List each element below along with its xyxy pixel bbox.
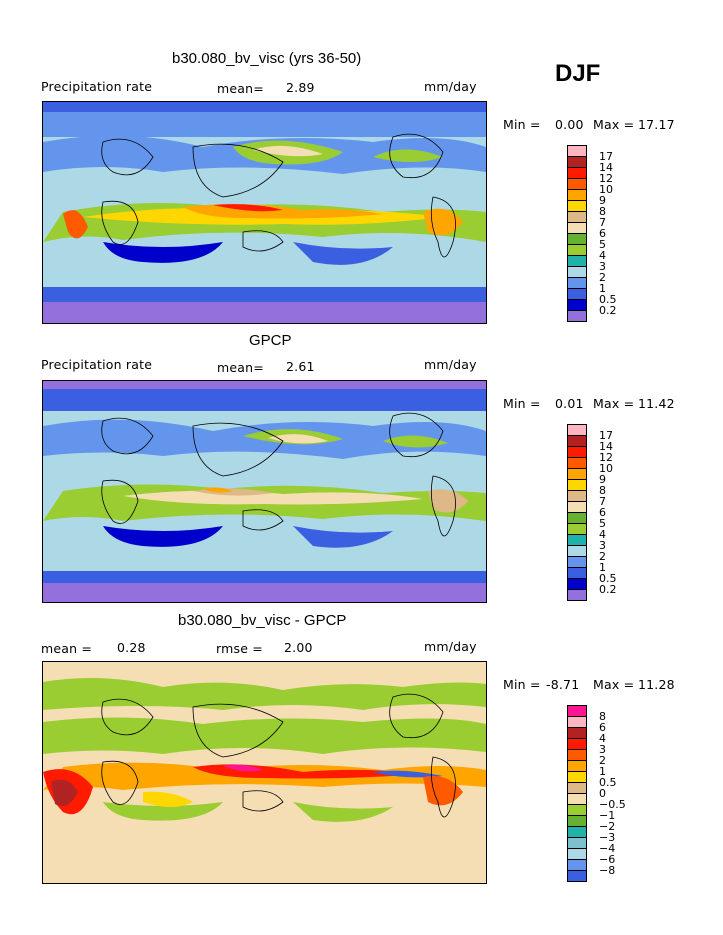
legend-label: 0.2 [599,583,617,596]
legend-label: 8 [599,205,606,218]
mean-label: mean= [217,81,264,96]
mean-label: mean = [41,641,93,656]
legend-label: −3 [599,831,616,844]
legend-label: 14 [599,161,613,174]
legend-label: 8 [599,710,606,723]
variable-label: Precipitation rate [41,79,153,94]
legend-label: 9 [599,194,606,207]
min-label: Min = [503,396,541,411]
max-label: Max = [593,117,635,132]
color-legend: 8 6 4 3 2 1 0.5 0 −0.5 −1 −2 −3 −4 −6 −8 [567,705,626,883]
mean-value: 2.61 [286,359,315,374]
rmse-value: 2.00 [284,640,313,655]
legend-label: 7 [599,216,606,229]
legend-label: 5 [599,238,606,251]
legend-label: −2 [599,820,616,833]
min-value: -8.71 [546,677,580,692]
legend-swatch [567,310,587,322]
legend-label: 0 [599,787,606,800]
max-value: 11.28 [638,677,675,692]
legend-label: 3 [599,539,606,552]
color-legend: 17 14 12 10 9 8 7 6 5 4 3 2 1 0.5 0.2 [567,424,617,602]
legend-label: −1 [599,809,616,822]
legend-label: 4 [599,528,606,541]
legend-label: −8 [599,864,616,877]
legend-label: 17 [599,150,613,163]
legend-label: 14 [599,440,613,453]
legend-label: 2 [599,550,606,563]
min-value: 0.00 [555,117,584,132]
difference-map-field [43,662,486,883]
units-label: mm/day [424,357,477,372]
legend-label: 4 [599,732,606,745]
legend-label: 6 [599,506,606,519]
legend-label: −6 [599,853,616,866]
legend-label: 10 [599,183,613,196]
variable-label: Precipitation rate [41,357,153,372]
panel-title: b30.080_bv_visc - GPCP [178,612,347,629]
mean-value: 2.89 [286,80,315,95]
legend-label: 6 [599,227,606,240]
legend-label: 6 [599,721,606,734]
legend-swatch [567,870,587,882]
max-value: 17.17 [638,117,675,132]
precip-map [42,101,487,324]
legend-label: 7 [599,495,606,508]
legend-label: 1 [599,282,606,295]
legend-label: 3 [599,260,606,273]
max-value: 11.42 [638,396,675,411]
legend-label: 0.5 [599,572,617,585]
difference-map [42,661,487,884]
panel-title: b30.080_bv_visc (yrs 36-50) [172,50,362,67]
legend-label: −4 [599,842,616,855]
color-legend: 17 14 12 10 9 8 7 6 5 4 3 2 1 0.5 0.2 [567,145,617,323]
legend-label: 0.5 [599,293,617,306]
panel-title: GPCP [249,332,292,349]
max-label: Max = [593,677,635,692]
rmse-label: rmse = [216,641,263,656]
legend-label: 4 [599,249,606,262]
legend-label: 2 [599,271,606,284]
legend-label: 0.5 [599,776,617,789]
mean-value: 0.28 [117,640,146,655]
legend-label: 0.2 [599,304,617,317]
legend-label: −0.5 [599,798,626,811]
precip-map [42,380,487,603]
min-label: Min = [503,677,541,692]
units-label: mm/day [424,79,477,94]
precip-map-field [43,102,486,323]
legend-label: 3 [599,743,606,756]
legend-label: 5 [599,517,606,530]
legend-label: 8 [599,484,606,497]
legend-swatch [567,589,587,601]
legend-label: 17 [599,429,613,442]
max-label: Max = [593,396,635,411]
legend-label: 12 [599,172,613,185]
legend-label: 1 [599,765,606,778]
legend-label: 9 [599,473,606,486]
legend-label: 10 [599,462,613,475]
min-label: Min = [503,117,541,132]
legend-label: 12 [599,451,613,464]
mean-label: mean= [217,360,264,375]
units-label: mm/day [424,639,477,654]
season-label: DJF [555,60,601,87]
legend-label: 2 [599,754,606,767]
precip-map-field [43,381,486,602]
min-value: 0.01 [555,396,584,411]
legend-label: 1 [599,561,606,574]
